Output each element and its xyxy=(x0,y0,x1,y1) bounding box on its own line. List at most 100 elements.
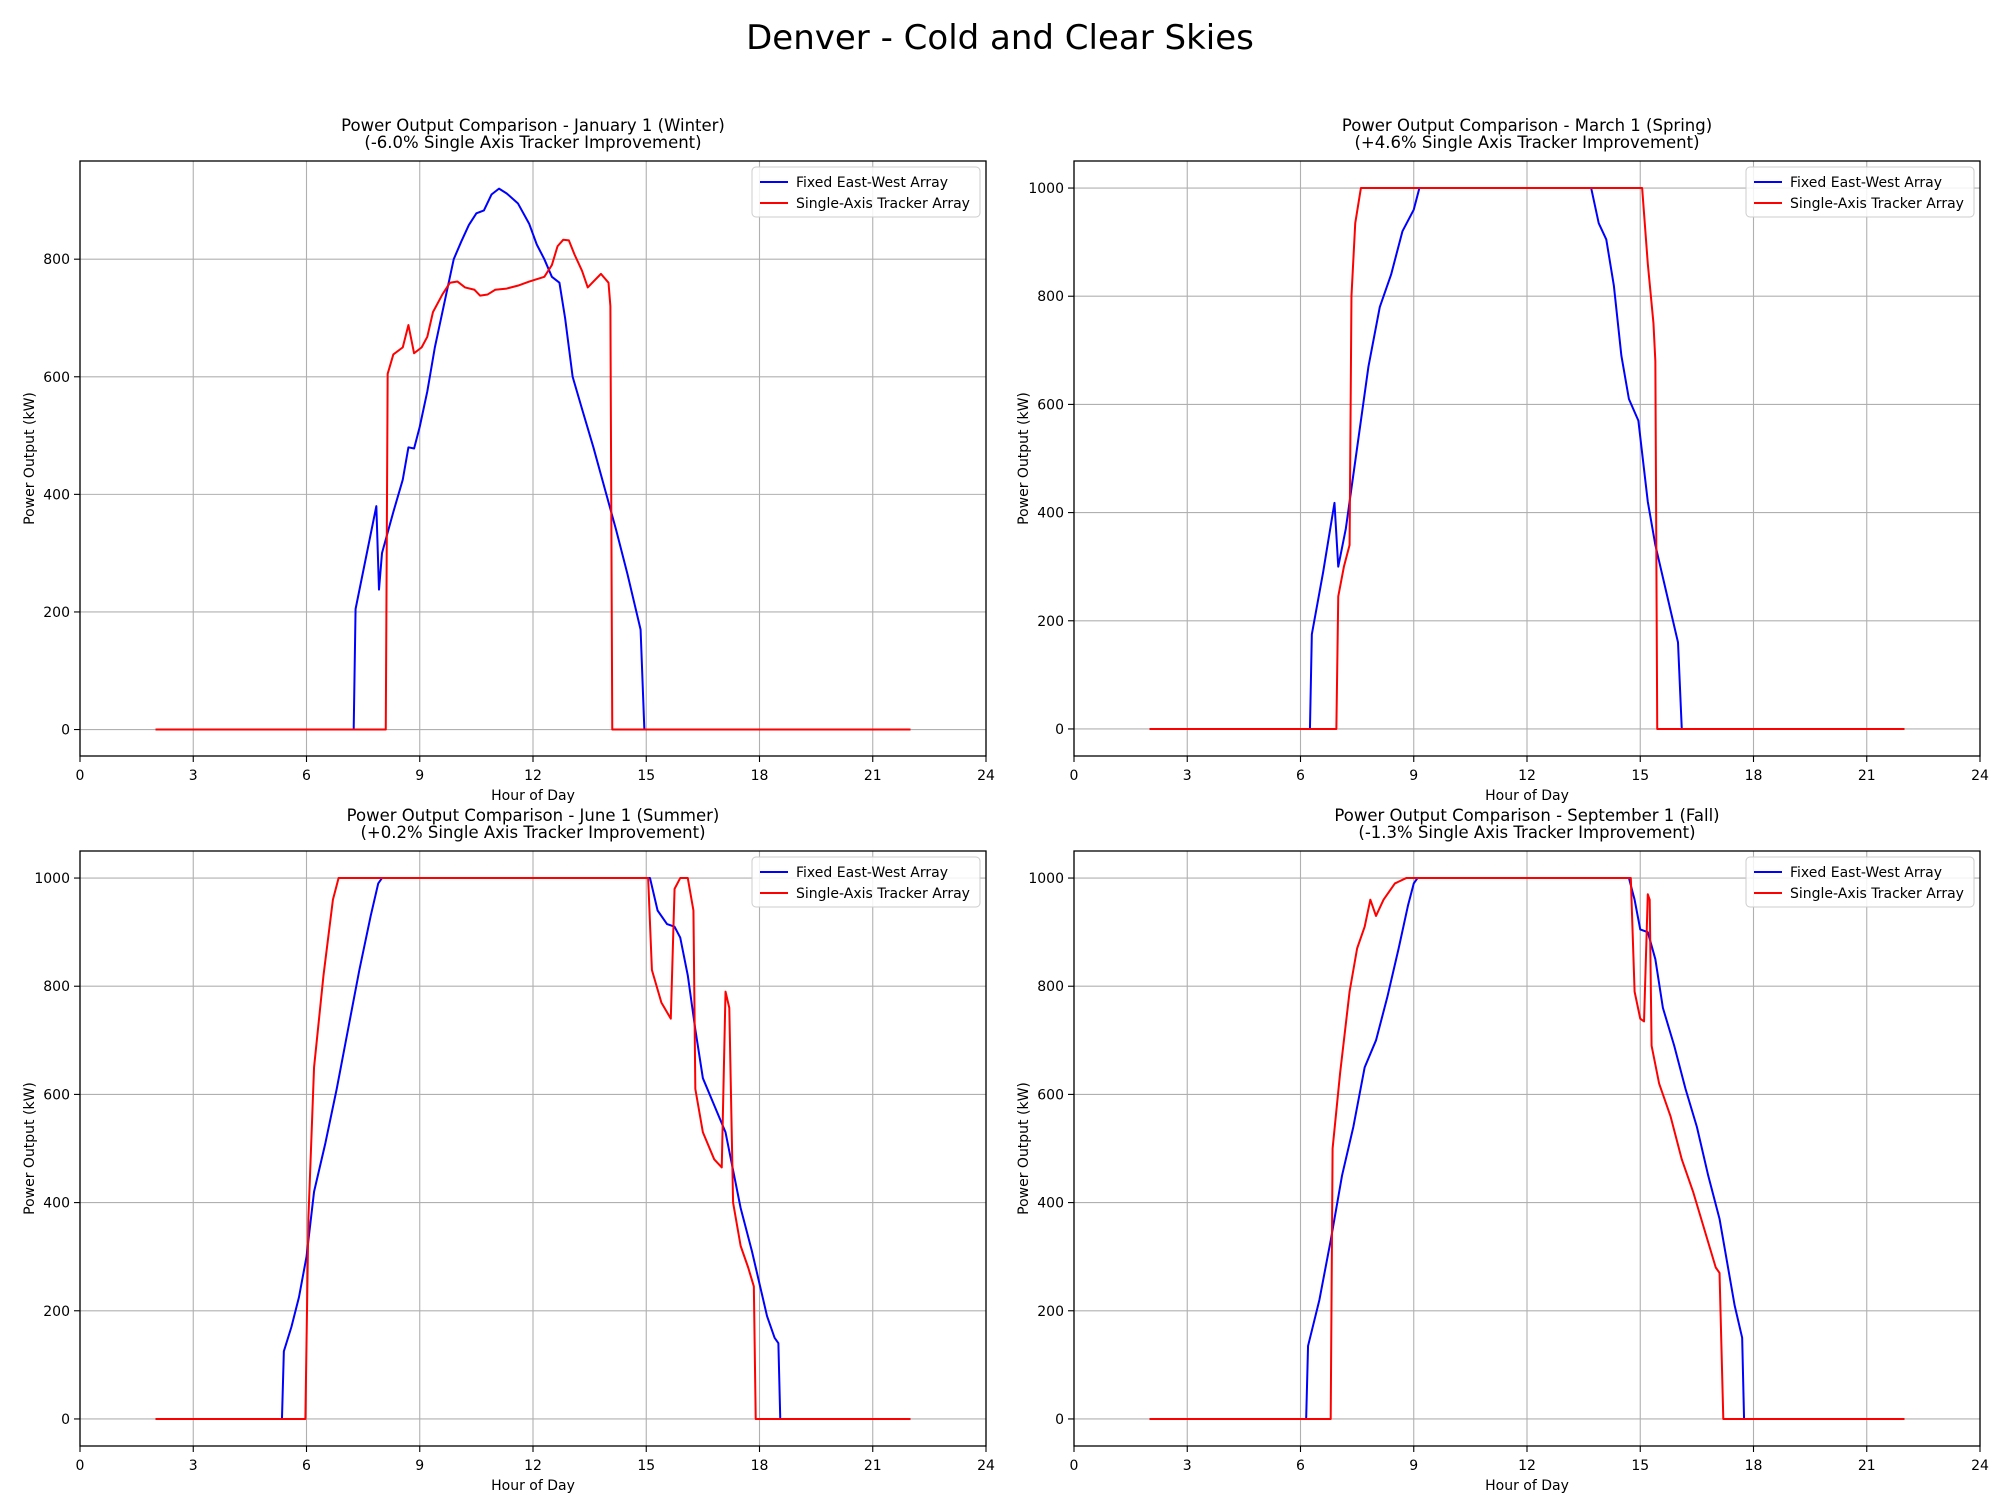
y-tick-label: 800 xyxy=(1037,979,1064,995)
series-line-fixed xyxy=(155,187,911,731)
y-tick-label: 600 xyxy=(1037,397,1064,413)
y-tick-label: 600 xyxy=(1037,1087,1064,1103)
x-tick-label: 3 xyxy=(1183,1458,1192,1474)
x-tick-label: 21 xyxy=(1858,1458,1876,1474)
subplot-title: Power Output Comparison - September 1 (F… xyxy=(1334,806,1719,825)
subplot-1: 0 3 6 9 12 15 18 21 24 0 200 400 600 800 Hour of Day Po… xyxy=(22,116,995,804)
x-tick-label: 0 xyxy=(1070,1458,1079,1474)
y-tick-label: 0 xyxy=(1055,722,1064,738)
x-tick-label: 9 xyxy=(1409,768,1418,784)
subplot-subtitle: (-1.3% Single Axis Tracker Improvement) xyxy=(1358,823,1695,842)
subplot-4: 0 3 6 9 12 15 18 21 24 0 200 400 600 800 1000 Hour of D… xyxy=(1016,806,1989,1494)
series-line-tracker xyxy=(1149,877,1905,1420)
y-tick-label: 200 xyxy=(1037,614,1064,630)
subplot-title: Power Output Comparison - June 1 (Summer… xyxy=(347,806,720,825)
x-tick-label: 12 xyxy=(1518,768,1536,784)
x-tick-label: 18 xyxy=(1745,768,1763,784)
y-tick-label: 400 xyxy=(43,487,70,503)
y-axis-label: Power Output (kW) xyxy=(22,392,38,525)
legend: Fixed East-West Array Single-Axis Tracker… xyxy=(751,166,981,218)
legend-box xyxy=(751,166,981,218)
x-tick-label: 21 xyxy=(864,768,882,784)
x-tick-label: 24 xyxy=(977,1458,995,1474)
legend: Fixed East-West Array Single-Axis Tracker… xyxy=(1745,856,1975,908)
x-tick-label: 0 xyxy=(76,768,85,784)
x-tick-label: 9 xyxy=(415,1458,424,1474)
y-tick-label: 800 xyxy=(1037,289,1064,305)
series-line-tracker xyxy=(1149,187,1905,730)
x-tick-label: 3 xyxy=(189,1458,198,1474)
legend-label: Fixed East-West Array xyxy=(1790,175,1942,191)
x-axis-label: Hour of Day xyxy=(491,1478,575,1494)
legend-label: Single-Axis Tracker Array xyxy=(1790,886,1964,902)
legend-label: Fixed East-West Array xyxy=(1790,865,1942,881)
legend: Fixed East-West Array Single-Axis Tracker… xyxy=(751,856,981,908)
subplot-subtitle: (+0.2% Single Axis Tracker Improvement) xyxy=(360,823,705,842)
x-tick-label: 15 xyxy=(637,1458,655,1474)
x-tick-label: 21 xyxy=(1858,768,1876,784)
legend-label: Fixed East-West Array xyxy=(796,175,948,191)
x-tick-label: 6 xyxy=(1296,768,1305,784)
x-tick-label: 6 xyxy=(302,768,311,784)
y-tick-label: 0 xyxy=(61,1412,70,1428)
x-tick-label: 6 xyxy=(302,1458,311,1474)
x-tick-label: 3 xyxy=(1183,768,1192,784)
y-axis-label: Power Output (kW) xyxy=(22,1082,38,1215)
x-tick-label: 21 xyxy=(864,1458,882,1474)
y-tick-label: 600 xyxy=(43,370,70,386)
x-axis-label: Hour of Day xyxy=(1485,1478,1569,1494)
subplot-subtitle: (-6.0% Single Axis Tracker Improvement) xyxy=(364,133,701,152)
figure-title: Denver - Cold and Clear Skies xyxy=(746,18,1254,58)
x-tick-label: 12 xyxy=(524,768,542,784)
x-axis-label: Hour of Day xyxy=(491,788,575,804)
legend-label: Single-Axis Tracker Array xyxy=(796,886,970,902)
x-tick-label: 12 xyxy=(1518,1458,1536,1474)
legend-box xyxy=(1745,166,1975,218)
x-tick-label: 18 xyxy=(1745,1458,1763,1474)
y-tick-label: 200 xyxy=(43,605,70,621)
x-tick-label: 15 xyxy=(1631,768,1649,784)
x-tick-label: 0 xyxy=(1070,768,1079,784)
legend-box xyxy=(751,856,981,908)
y-tick-label: 400 xyxy=(43,1196,70,1212)
y-tick-label: 200 xyxy=(1037,1304,1064,1320)
x-tick-label: 24 xyxy=(1971,768,1989,784)
legend-label: Fixed East-West Array xyxy=(796,865,948,881)
y-tick-label: 800 xyxy=(43,979,70,995)
x-tick-label: 24 xyxy=(977,768,995,784)
x-tick-label: 24 xyxy=(1971,1458,1989,1474)
x-tick-label: 6 xyxy=(1296,1458,1305,1474)
y-tick-label: 800 xyxy=(43,252,70,268)
subplot-3: 0 3 6 9 12 15 18 21 24 0 200 400 600 800 1000 Hour of D… xyxy=(22,806,995,1494)
y-tick-label: 0 xyxy=(61,723,70,739)
subplot-2: 0 3 6 9 12 15 18 21 24 0 200 400 600 800 1000 Hour of D… xyxy=(1016,116,1989,804)
x-tick-label: 9 xyxy=(1409,1458,1418,1474)
legend-label: Single-Axis Tracker Array xyxy=(1790,196,1964,212)
x-tick-label: 12 xyxy=(524,1458,542,1474)
y-tick-label: 200 xyxy=(43,1304,70,1320)
x-tick-label: 15 xyxy=(637,768,655,784)
x-axis-label: Hour of Day xyxy=(1485,788,1569,804)
legend-label: Single-Axis Tracker Array xyxy=(796,196,970,212)
subplot-title: Power Output Comparison - January 1 (Win… xyxy=(341,116,725,135)
x-tick-label: 3 xyxy=(189,768,198,784)
y-axis-label: Power Output (kW) xyxy=(1016,392,1032,525)
x-tick-label: 9 xyxy=(415,768,424,784)
x-tick-label: 18 xyxy=(751,1458,769,1474)
x-tick-label: 18 xyxy=(751,768,769,784)
series-line-tracker xyxy=(155,877,911,1420)
y-tick-label: 1000 xyxy=(1028,871,1064,887)
subplot-subtitle: (+4.6% Single Axis Tracker Improvement) xyxy=(1354,133,1699,152)
y-tick-label: 600 xyxy=(43,1087,70,1103)
y-tick-label: 400 xyxy=(1037,1196,1064,1212)
subplot-title: Power Output Comparison - March 1 (Sprin… xyxy=(1342,116,1712,135)
x-tick-label: 15 xyxy=(1631,1458,1649,1474)
series-line-tracker xyxy=(155,238,911,731)
y-tick-label: 400 xyxy=(1037,506,1064,522)
y-axis-label: Power Output (kW) xyxy=(1016,1082,1032,1215)
y-tick-label: 1000 xyxy=(34,871,70,887)
y-tick-label: 0 xyxy=(1055,1412,1064,1428)
legend: Fixed East-West Array Single-Axis Tracker… xyxy=(1745,166,1975,218)
legend-box xyxy=(1745,856,1975,908)
